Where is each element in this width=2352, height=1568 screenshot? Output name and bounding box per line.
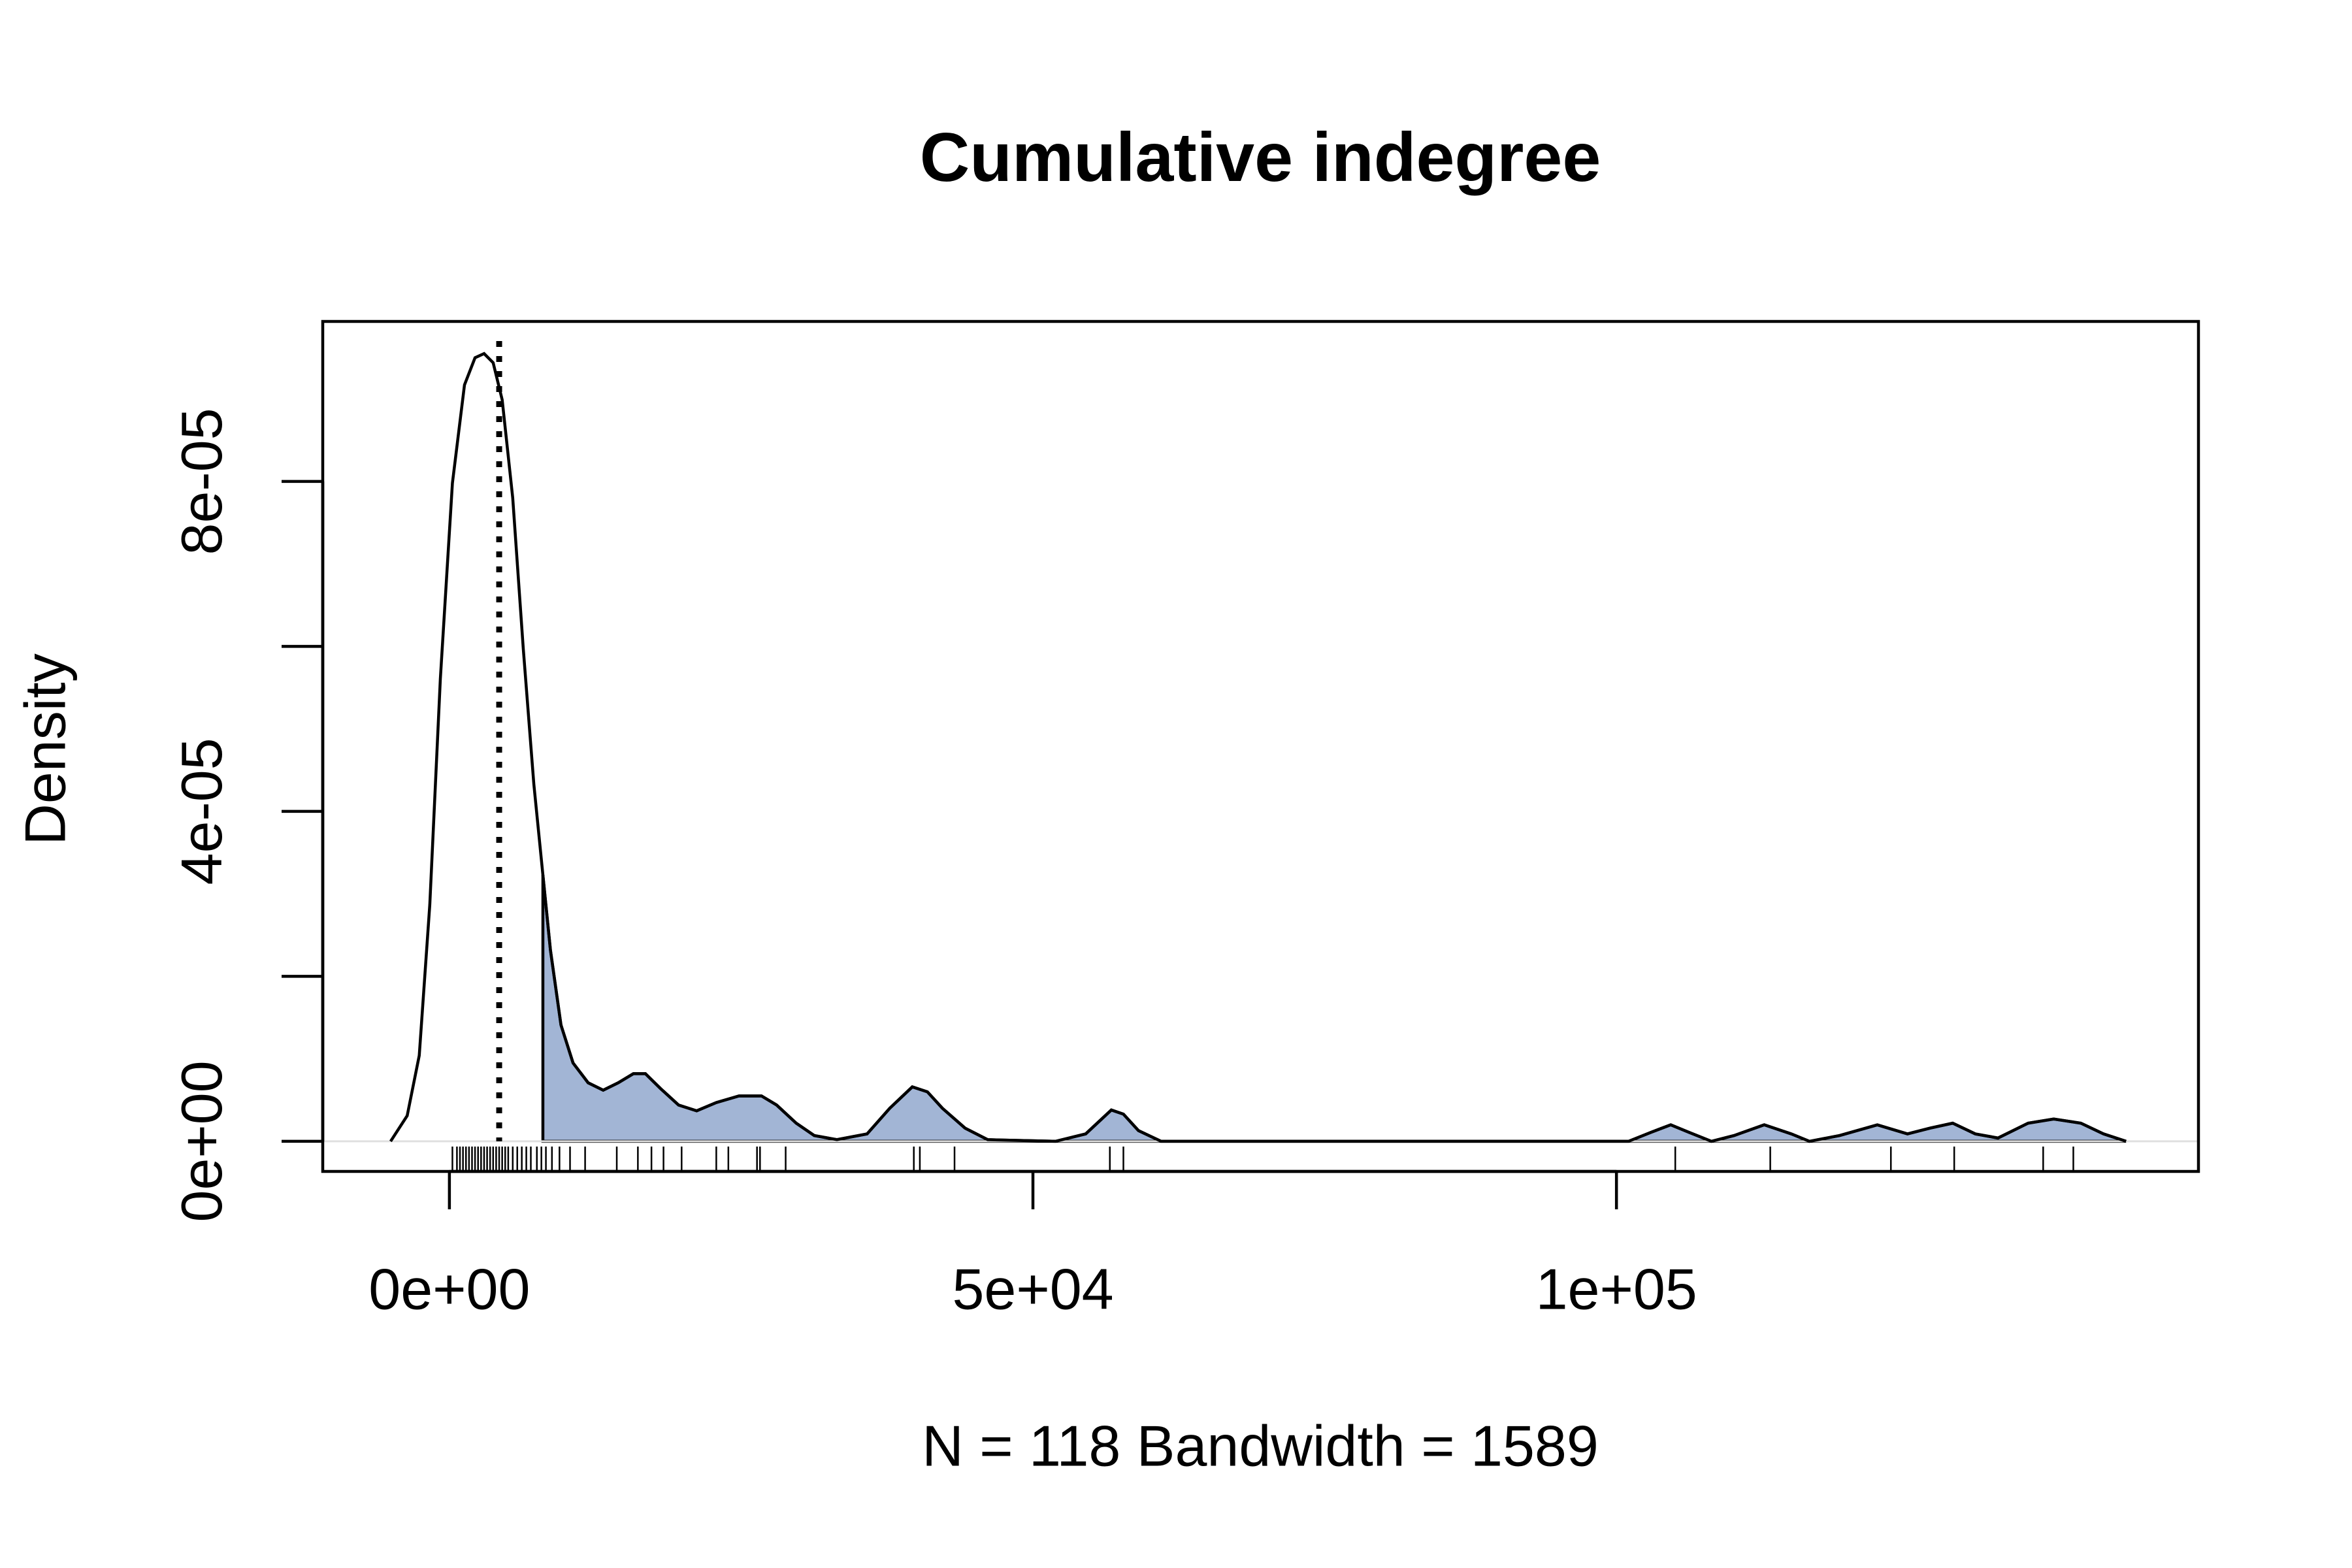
x-axis-label: N = 118 Bandwidth = 1589 [922, 1413, 1599, 1478]
x-tick-label: 5e+04 [952, 1256, 1113, 1321]
x-tick-label: 1e+05 [1536, 1256, 1697, 1321]
y-axis-label: Density [12, 653, 77, 845]
y-tick-label: 8e-05 [169, 408, 234, 555]
chart-title: Cumulative indegree [920, 119, 1601, 196]
y-tick-label: 4e-05 [169, 738, 234, 885]
x-tick-label: 0e+00 [368, 1256, 530, 1321]
y-tick-label: 0e+00 [169, 1060, 234, 1222]
density-line [389, 351, 2127, 1143]
